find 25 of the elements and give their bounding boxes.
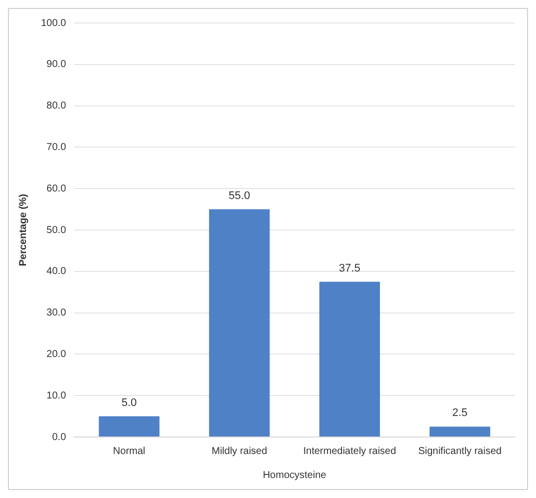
y-tick-label: 10.0 <box>46 390 66 402</box>
x-axis-title: Homocysteine <box>262 470 327 481</box>
data-label: 37.5 <box>338 262 360 274</box>
y-tick-label: 100.0 <box>40 18 66 29</box>
y-tick-label: 90.0 <box>46 59 66 70</box>
y-tick-label: 80.0 <box>46 100 66 112</box>
y-tick-label: 60.0 <box>46 183 66 194</box>
x-tick-label: Significantly raised <box>418 446 502 457</box>
bar <box>209 209 270 436</box>
y-tick-label: 70.0 <box>46 142 66 153</box>
x-tick-label: Mildly raised <box>212 446 268 457</box>
bar <box>98 416 160 436</box>
data-label: 2.5 <box>452 407 468 420</box>
y-tick-label: 30.0 <box>46 308 66 319</box>
y-tick-label: 20.0 <box>46 348 66 360</box>
bar <box>319 282 380 436</box>
y-tick-label: 40.0 <box>46 266 66 278</box>
x-tick-label: Normal <box>113 446 146 457</box>
y-tick-label: 50.0 <box>46 224 66 236</box>
data-label: 55.0 <box>228 190 250 202</box>
x-tick-label: Intermediately raised <box>303 446 396 457</box>
y-tick-label: 0.0 <box>52 432 66 443</box>
y-axis-title: Percentage (%) <box>18 194 29 266</box>
data-label: 5.0 <box>122 396 137 409</box>
bar <box>430 426 490 436</box>
